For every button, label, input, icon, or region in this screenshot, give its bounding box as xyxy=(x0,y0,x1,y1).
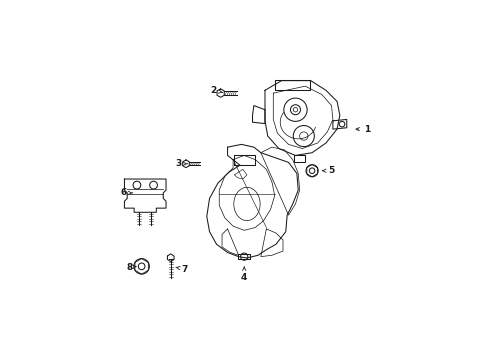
Text: 3: 3 xyxy=(175,159,187,168)
Text: 8: 8 xyxy=(126,263,136,272)
Text: 5: 5 xyxy=(322,166,335,175)
Text: 7: 7 xyxy=(176,265,188,274)
Text: 6: 6 xyxy=(121,188,132,197)
Text: 2: 2 xyxy=(211,86,222,95)
Text: 4: 4 xyxy=(241,267,247,282)
Text: 1: 1 xyxy=(356,125,370,134)
